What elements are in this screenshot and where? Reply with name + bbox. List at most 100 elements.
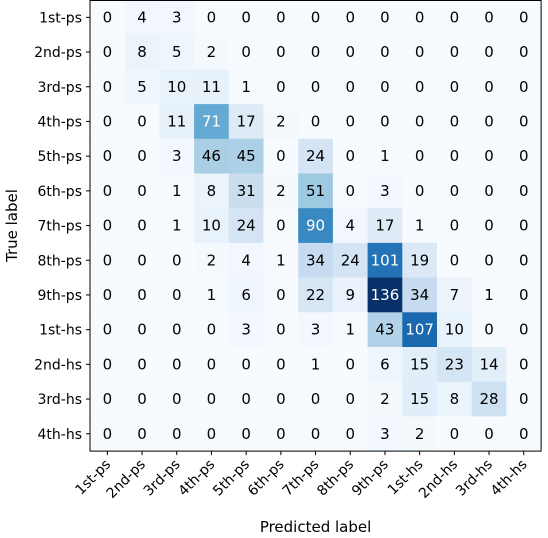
y-tick-label: 1st-ps	[39, 10, 82, 26]
y-tick-label: 3rd-ps	[37, 80, 82, 96]
cell-value-label: 0	[276, 8, 286, 26]
cell-value-label: 0	[276, 390, 286, 408]
cell-value-label: 15	[410, 355, 429, 373]
cell-value-label: 43	[375, 321, 394, 339]
cell-value-label: 6	[380, 355, 390, 373]
cell-value-label: 23	[445, 355, 464, 373]
heatmap-cell	[437, 347, 473, 383]
heatmap-cell	[124, 138, 160, 174]
heatmap-cell	[90, 0, 126, 36]
heatmap-cell	[90, 208, 126, 244]
x-tick-label: 8th-ps	[314, 457, 357, 500]
cell-value-label: 0	[276, 321, 286, 339]
heatmap-cell	[124, 277, 160, 313]
heatmap-cell	[159, 104, 195, 140]
heatmap-cell	[228, 104, 264, 140]
heatmap-cell	[437, 381, 473, 417]
x-tick-label: 3rd-ps	[141, 457, 184, 500]
cell-value-label: 6	[241, 286, 251, 304]
heatmap-cell	[159, 138, 195, 174]
heatmap-cell	[506, 277, 542, 313]
heatmap-cell	[228, 208, 264, 244]
heatmap-cell	[437, 0, 473, 36]
heatmap-cell	[402, 104, 438, 140]
cell-value-label: 0	[103, 43, 113, 61]
heatmap-cell	[471, 208, 507, 244]
cell-value-label: 0	[137, 321, 147, 339]
heatmap-cell	[90, 312, 126, 348]
cell-value-label: 0	[207, 425, 217, 443]
cell-value-label: 8	[137, 43, 147, 61]
cell-value-label: 45	[237, 147, 256, 165]
cell-value-label: 0	[519, 217, 529, 235]
y-tick-label: 5th-ps	[37, 149, 82, 165]
heatmap-cell	[437, 416, 473, 452]
heatmap-cell	[298, 208, 334, 244]
cell-value-label: 0	[484, 251, 494, 269]
cell-value-label: 3	[380, 425, 390, 443]
cell-value-label: 24	[306, 147, 325, 165]
cell-value-label: 0	[345, 390, 355, 408]
heatmap-cell	[367, 69, 403, 105]
heatmap-cell	[471, 34, 507, 70]
cell-value-label: 90	[306, 217, 325, 235]
cell-value-label: 0	[345, 43, 355, 61]
cell-value-label: 1	[311, 355, 321, 373]
cell-value-label: 19	[410, 251, 429, 269]
cell-value-label: 0	[450, 8, 460, 26]
cell-value-label: 0	[137, 182, 147, 200]
cell-value-label: 1	[415, 217, 425, 235]
heatmap-cell	[437, 69, 473, 105]
heatmap-cell	[506, 173, 542, 209]
heatmap-cell	[228, 69, 264, 105]
cell-value-label: 5	[137, 78, 147, 96]
heatmap-cell	[263, 138, 299, 174]
y-tick-label: 2nd-ps	[34, 45, 82, 61]
cell-value-label: 0	[311, 112, 321, 130]
cell-value-label: 0	[450, 182, 460, 200]
cell-value-label: 1	[380, 147, 390, 165]
cell-value-label: 0	[276, 147, 286, 165]
cell-value-label: 0	[207, 355, 217, 373]
cell-value-label: 0	[484, 425, 494, 443]
heatmap-cell	[159, 381, 195, 417]
cell-value-label: 0	[103, 217, 113, 235]
cell-value-label: 4	[137, 8, 147, 26]
heatmap-cell	[298, 0, 334, 36]
cell-value-label: 0	[137, 112, 147, 130]
heatmap-cell	[263, 104, 299, 140]
cell-value-label: 0	[276, 286, 286, 304]
cell-value-label: 0	[207, 8, 217, 26]
cell-value-label: 0	[415, 43, 425, 61]
cell-value-label: 0	[519, 43, 529, 61]
heatmap-cell	[90, 34, 126, 70]
cell-value-label: 1	[172, 182, 182, 200]
cell-value-label: 2	[207, 251, 217, 269]
cell-value-label: 0	[484, 43, 494, 61]
heatmap-cell	[402, 242, 438, 279]
cell-value-label: 0	[345, 182, 355, 200]
cell-value-label: 0	[484, 112, 494, 130]
cell-value-label: 0	[137, 147, 147, 165]
cell-value-label: 0	[450, 217, 460, 235]
cell-value-label: 0	[172, 425, 182, 443]
y-tick-label: 7th-ps	[37, 219, 82, 235]
heatmap-cells: 0 4 3 0 0 0 0 0 0 0 0 0 00 8 5 2 0 0 0 0 0 0 0 0 00 5 10 11 1 0 0 0 0 0 0 0…	[90, 0, 542, 452]
heatmap-cell	[159, 416, 195, 452]
heatmap-cell	[263, 69, 299, 105]
cell-value-label: 10	[167, 78, 186, 96]
cell-value-label: 11	[202, 78, 221, 96]
heatmap-cell	[298, 381, 334, 417]
cell-value-label: 10	[202, 217, 221, 235]
cell-value-label: 3	[380, 182, 390, 200]
cell-value-label: 0	[311, 78, 321, 96]
heatmap-cell	[159, 208, 195, 244]
heatmap-cell	[90, 138, 126, 174]
heatmap-cell	[332, 277, 369, 313]
x-tick-label: 2nd-hs	[416, 457, 461, 502]
heatmap-cell	[90, 277, 126, 313]
cell-value-label: 0	[415, 8, 425, 26]
y-tick-label: 4th-ps	[37, 114, 82, 130]
heatmap-cell	[367, 0, 403, 36]
heatmap-cell	[263, 277, 299, 313]
